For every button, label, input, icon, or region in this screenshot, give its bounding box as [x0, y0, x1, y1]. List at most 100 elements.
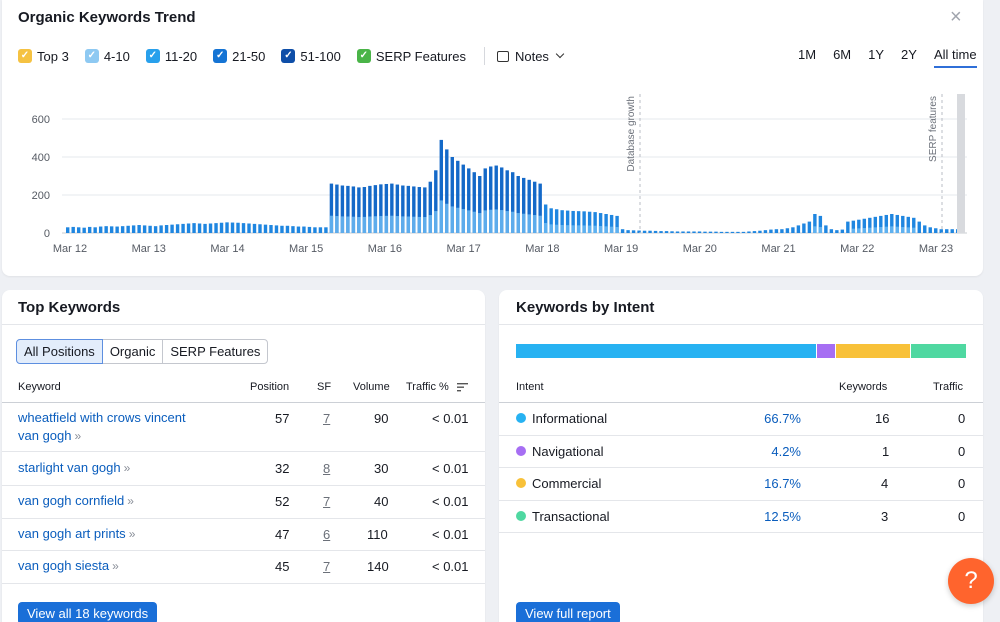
divider — [499, 467, 983, 468]
data-bar-lower — [862, 228, 867, 233]
position-value: 32 — [275, 461, 290, 476]
data-bar-lower — [554, 224, 559, 233]
checkbox-icon[interactable]: ✓ — [18, 49, 32, 63]
data-bar — [203, 223, 207, 233]
x-tick-label: Mar 20 — [683, 243, 717, 255]
intent-percent[interactable]: 66.7% — [764, 411, 801, 426]
data-bar — [258, 224, 262, 233]
checkbox-icon[interactable]: ✓ — [213, 49, 228, 63]
keyword-link[interactable]: van gogh art prints» — [18, 525, 135, 543]
data-bar — [456, 160, 460, 233]
intent-percent[interactable]: 16.7% — [764, 476, 801, 491]
data-bar — [901, 215, 905, 233]
data-bar — [780, 229, 784, 233]
tab-serp-features[interactable]: SERP Features — [162, 339, 269, 364]
view-full-report-button[interactable]: View full report — [516, 602, 620, 622]
sort-icon[interactable] — [456, 382, 468, 392]
tab-all-positions[interactable]: All Positions — [16, 339, 103, 364]
intent-distribution-bar — [516, 344, 967, 358]
intent-keywords: 1 — [882, 444, 890, 459]
view-all-keywords-button[interactable]: View all 18 keywords — [18, 602, 158, 622]
col-traffic[interactable]: Traffic % — [406, 381, 468, 393]
col-volume[interactable]: Volume — [353, 381, 390, 393]
x-tick-label: Mar 18 — [525, 243, 559, 255]
close-icon[interactable]: × — [950, 6, 962, 28]
range-all-time[interactable]: All time — [933, 47, 977, 68]
data-bar-lower — [615, 227, 619, 233]
sf-link[interactable]: 6 — [323, 527, 331, 542]
data-bar — [758, 230, 762, 233]
col-traffic[interactable]: Traffic — [933, 381, 963, 393]
range-1m[interactable]: 1M — [798, 47, 817, 62]
range-6m[interactable]: 6M — [833, 47, 852, 62]
intent-label: Navigational — [532, 444, 604, 459]
filter-4-10[interactable]: ✓ 4-10 — [84, 48, 130, 64]
data-bar — [307, 226, 312, 233]
keyword-link[interactable]: van gogh cornfield» — [18, 492, 134, 510]
data-bar-lower — [890, 226, 894, 233]
col-sf[interactable]: SF — [317, 381, 332, 393]
data-bar — [917, 221, 921, 233]
col-position[interactable]: Position — [250, 381, 290, 393]
sf-link[interactable]: 7 — [323, 494, 331, 509]
sf-link[interactable]: 7 — [323, 411, 331, 426]
x-tick-label: Mar 13 — [132, 243, 166, 255]
filter-11-20[interactable]: ✓ 11-20 — [145, 49, 197, 64]
intent-percent[interactable]: 12.5% — [764, 509, 801, 524]
help-button[interactable]: ? — [948, 558, 994, 604]
filter-serp-features[interactable]: ✓ SERP Features — [356, 49, 466, 64]
data-bar-lower — [472, 211, 476, 233]
data-bar — [829, 229, 834, 233]
keyword-link[interactable]: starlight van gogh» — [18, 459, 130, 477]
traffic-value: < 0.01 — [432, 461, 469, 476]
intent-percent[interactable]: 4.2% — [771, 444, 801, 459]
position-value: 45 — [275, 559, 290, 574]
sf-link[interactable]: 8 — [323, 461, 331, 476]
keyword-link[interactable]: van gogh siesta» — [18, 557, 119, 575]
data-bar-lower — [329, 215, 334, 233]
data-bar-lower — [439, 200, 443, 233]
data-bar — [846, 221, 850, 233]
data-bar — [763, 230, 768, 233]
data-bar-lower — [423, 217, 427, 233]
data-bar — [857, 219, 861, 233]
notes-dropdown[interactable]: Notes — [496, 49, 565, 64]
range-2y[interactable]: 2Y — [901, 47, 917, 62]
data-bar — [593, 212, 597, 233]
intent-keywords: 3 — [881, 509, 889, 524]
filter-51-100[interactable]: ✓ 51-100 — [281, 49, 341, 64]
data-bar-lower — [346, 216, 350, 233]
data-bar — [472, 172, 476, 233]
col-keywords[interactable]: Keywords — [839, 381, 888, 393]
data-bar — [98, 226, 103, 233]
sf-link[interactable]: 7 — [323, 559, 331, 574]
data-bar — [527, 179, 531, 233]
data-bar-lower — [868, 227, 872, 233]
data-bar — [560, 210, 564, 233]
data-bar-lower — [500, 210, 504, 233]
data-bar — [708, 231, 713, 233]
checkbox-icon[interactable]: ✓ — [356, 49, 371, 63]
data-bar — [445, 149, 449, 233]
intent-label: Transactional — [532, 509, 610, 524]
data-bar-lower — [357, 217, 361, 233]
checkbox-icon[interactable]: ✓ — [145, 49, 160, 63]
intent-bar-segment — [516, 344, 816, 358]
filter-top-3[interactable]: ✓ Top 3 — [18, 49, 69, 64]
data-bar-lower — [543, 223, 548, 233]
commercial-dot — [516, 478, 526, 488]
data-bar — [159, 225, 163, 233]
filter-21-50[interactable]: ✓ 21-50 — [213, 49, 265, 64]
data-bar — [598, 213, 603, 233]
data-bar — [747, 231, 751, 233]
tab-organic[interactable]: Organic — [101, 339, 164, 364]
data-bar-lower — [434, 211, 438, 233]
data-bar — [807, 221, 812, 233]
checkbox-icon[interactable]: ✓ — [84, 49, 99, 63]
keyword-link[interactable]: wheatfield with crows vincent van gogh» — [18, 409, 186, 445]
intent-keywords: 16 — [875, 411, 890, 426]
double-chevron-icon: » — [74, 429, 82, 443]
checkbox-icon[interactable]: ✓ — [281, 49, 296, 63]
range-1y[interactable]: 1Y — [868, 47, 885, 62]
filter-label: 4-10 — [103, 48, 130, 64]
